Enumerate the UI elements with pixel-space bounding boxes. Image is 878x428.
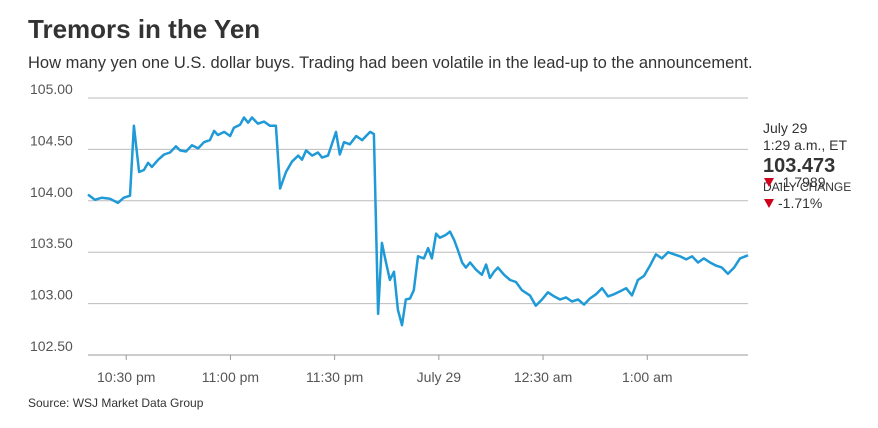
x-tick-label: 11:00 pm [202,369,259,385]
chart-subtitle: How many yen one U.S. dollar buys. Tradi… [28,54,753,72]
y-tick-label: 104.50 [30,132,73,148]
y-tick-label: 102.50 [30,338,73,354]
line [87,116,749,327]
side-change-pct: -1.71% [778,195,822,211]
down-arrow [764,178,774,187]
y-tick-label: 104.00 [30,184,73,200]
y-tick-label: 103.00 [30,287,73,303]
x-tick-label: 10:30 pm [97,369,155,385]
x-tick-label: 11:30 pm [306,369,363,385]
side-change: -1.7989 [778,174,826,190]
y-tick-label: 103.50 [30,235,73,251]
side-last: 103.473 [763,155,835,177]
y-tick-label: 105.00 [30,81,73,97]
x-tick-label: 1:00 am [622,369,673,385]
side-date: July 29 [763,120,808,136]
x-tick-label: 12:30 am [514,369,572,385]
chart-title: Tremors in the Yen [28,14,260,44]
source: Source: WSJ Market Data Group [28,396,204,410]
side-change-label: DAILY CHANGE [763,180,851,194]
down-arrow [764,199,774,208]
side-time: 1:29 a.m., ET [763,137,847,153]
x-tick-label: July 29 [417,369,462,385]
